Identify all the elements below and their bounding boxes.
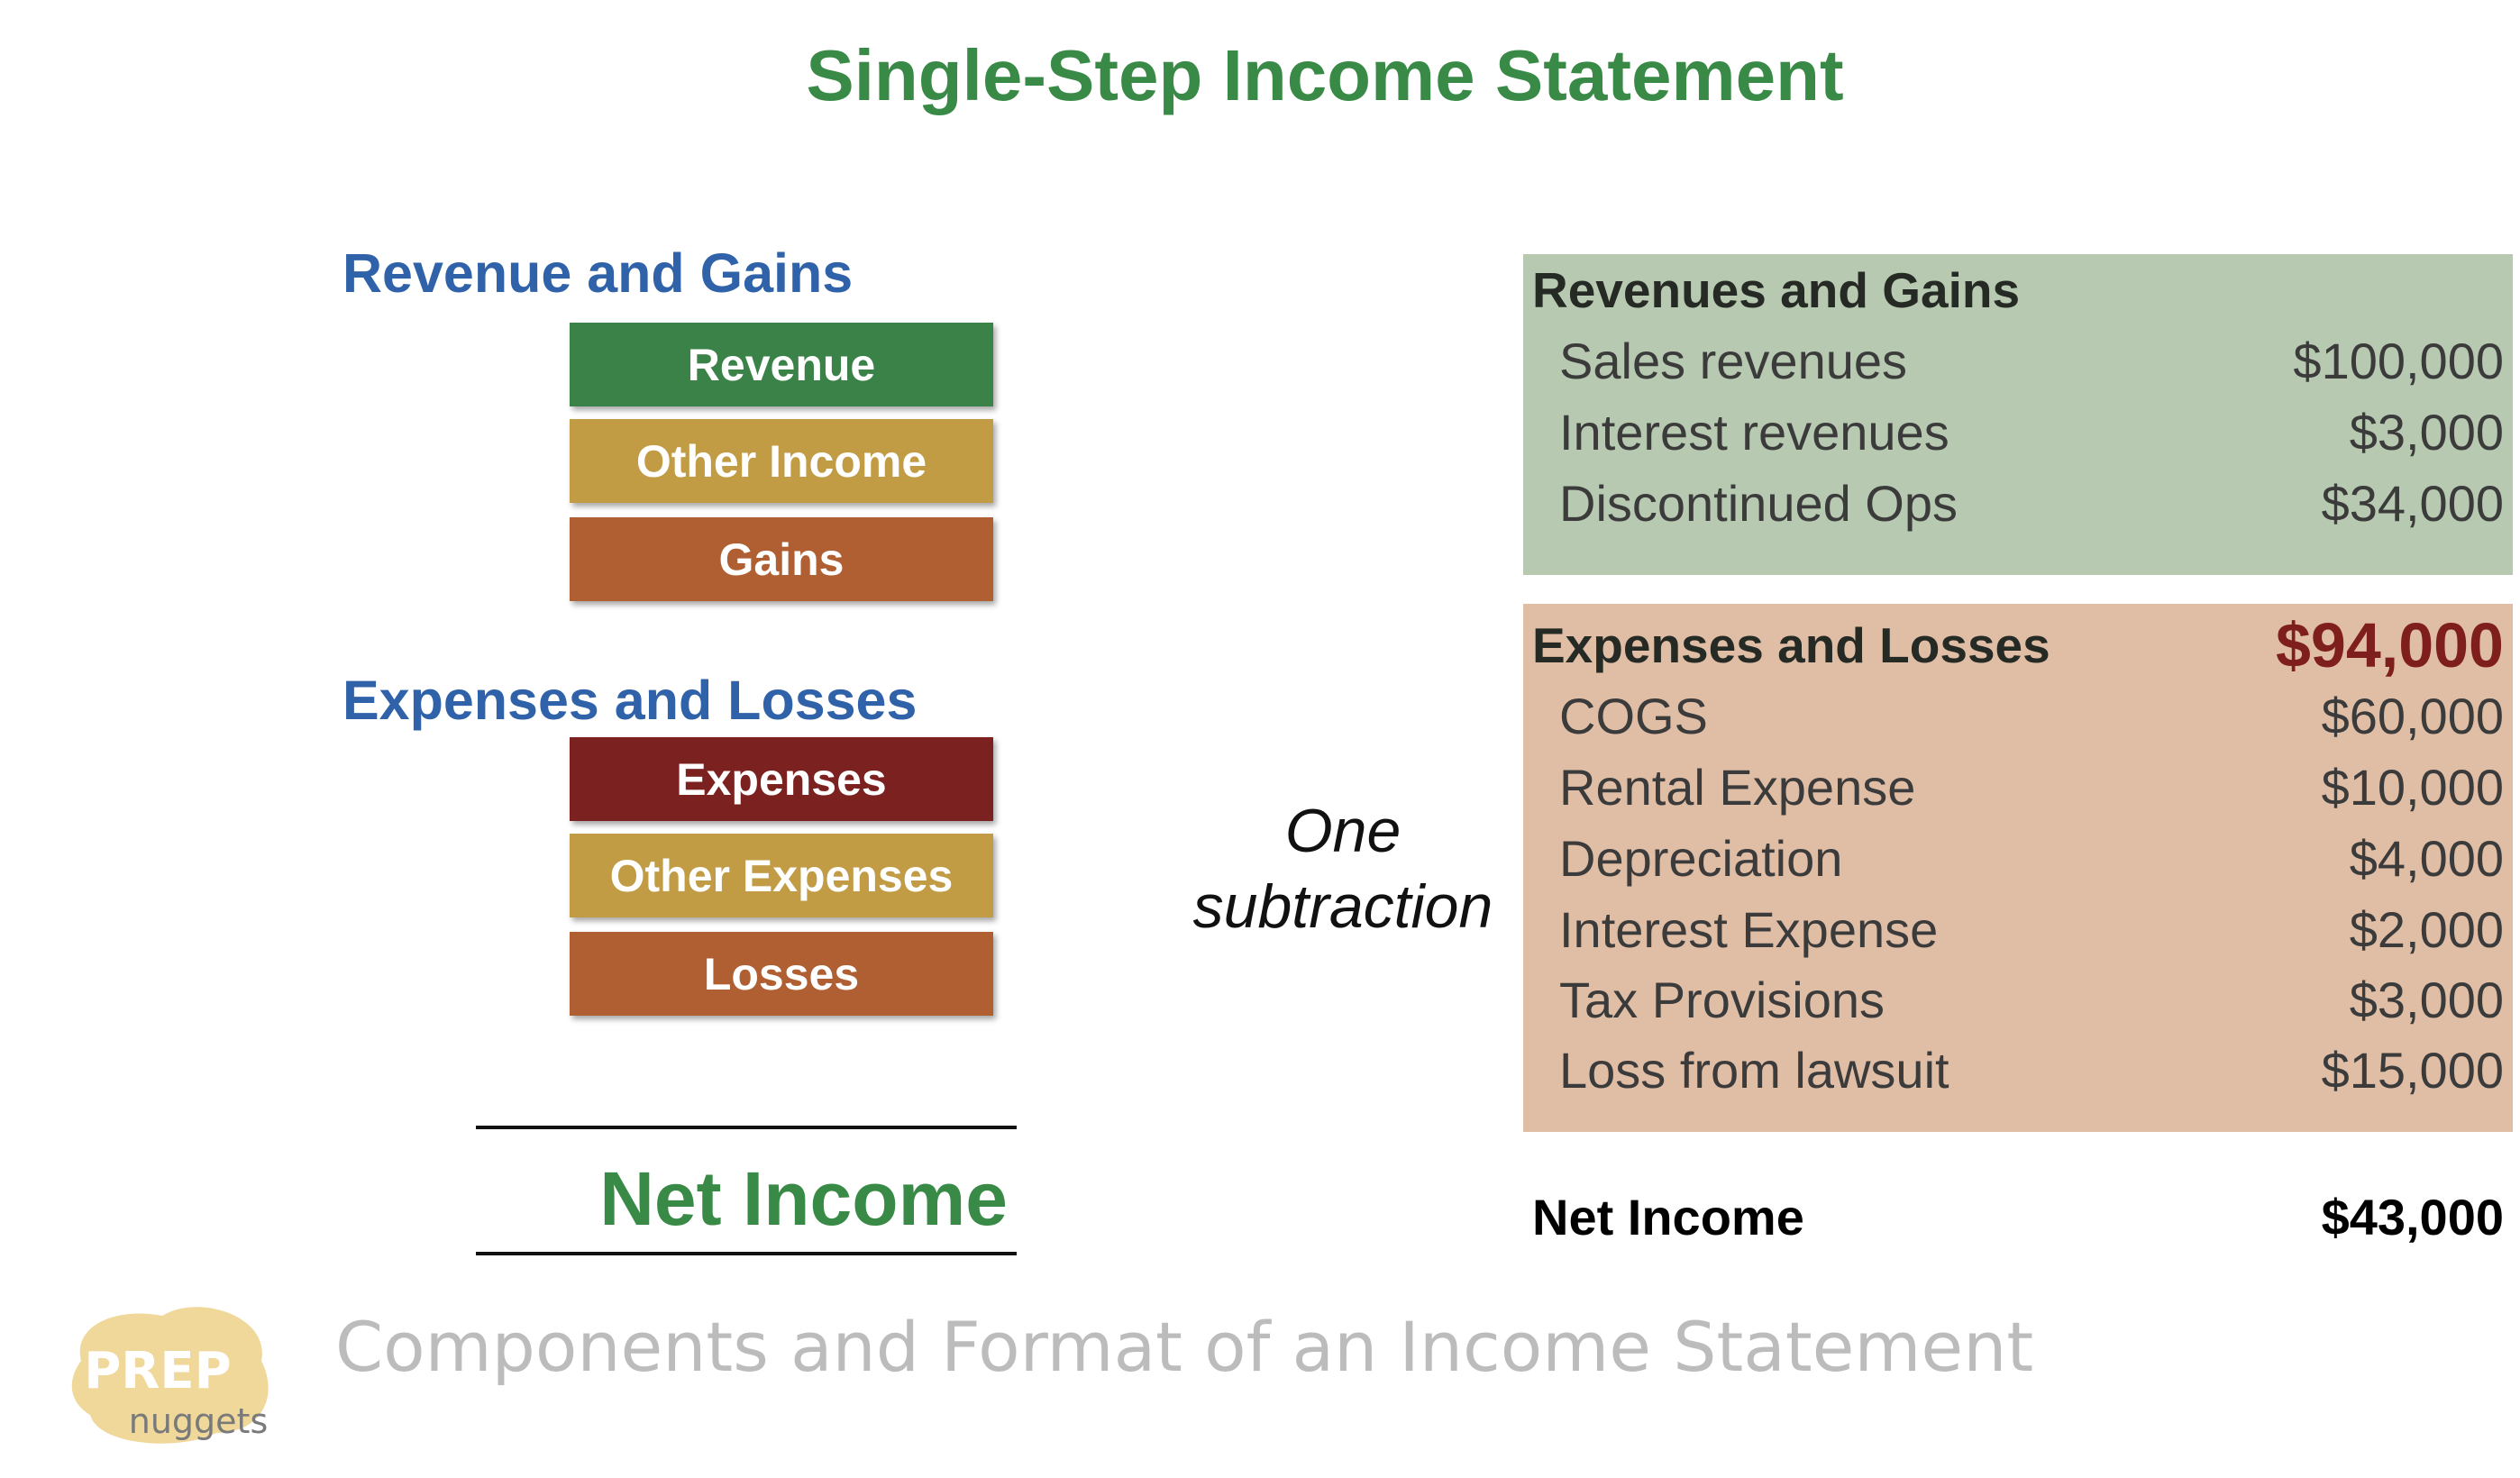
row-label: Discontinued Ops bbox=[1559, 475, 1958, 532]
statement-row: Tax Provisions $3,000 bbox=[1523, 964, 2513, 1036]
row-amount: $2,000 bbox=[2349, 901, 2504, 958]
net-income-bottom-rule bbox=[476, 1252, 1017, 1255]
row-amount: $15,000 bbox=[2321, 1042, 2504, 1099]
row-label: Interest revenues bbox=[1559, 404, 1949, 461]
row-label: Sales revenues bbox=[1559, 333, 1908, 389]
row-amount: $60,000 bbox=[2321, 688, 2504, 744]
expenses-total: $94,000 bbox=[2275, 609, 2504, 680]
expenses-heading: Expenses and Losses bbox=[1532, 616, 2050, 673]
statement-row: Interest revenues $3,000 bbox=[1523, 397, 2513, 468]
other-expenses-box: Other Expenses bbox=[570, 834, 993, 917]
expenses-panel: Expenses and Losses $94,000 COGS $60,000… bbox=[1523, 604, 2513, 1132]
row-amount: $3,000 bbox=[2349, 972, 2504, 1028]
net-income-row: Net Income $43,000 bbox=[1523, 1181, 2513, 1253]
gains-box: Gains bbox=[570, 517, 993, 601]
revenues-heading: Revenues and Gains bbox=[1532, 261, 2021, 318]
net-income-row-label: Net Income bbox=[1532, 1188, 1804, 1245]
row-label: Depreciation bbox=[1559, 830, 1843, 887]
row-label: Loss from lawsuit bbox=[1559, 1042, 1949, 1099]
footer-caption: Components and Format of an Income State… bbox=[335, 1307, 2034, 1387]
net-income-label: Net Income bbox=[599, 1156, 1008, 1241]
statement-row: Discontinued Ops $34,000 bbox=[1523, 468, 2513, 539]
revenue-gains-heading: Revenue and Gains bbox=[342, 242, 854, 304]
logo-top-text: PREP bbox=[84, 1342, 231, 1400]
row-amount: $10,000 bbox=[2321, 759, 2504, 816]
revenue-box: Revenue bbox=[570, 323, 993, 406]
net-income-top-rule bbox=[476, 1126, 1017, 1129]
row-amount: $3,000 bbox=[2349, 404, 2504, 461]
other-income-box: Other Income bbox=[570, 419, 993, 503]
revenues-heading-row: Revenues and Gains bbox=[1523, 254, 2513, 325]
statement-row: Loss from lawsuit $15,000 bbox=[1523, 1035, 2513, 1106]
net-income-row-amount: $43,000 bbox=[2321, 1188, 2504, 1245]
statement-row: Depreciation $4,000 bbox=[1523, 823, 2513, 894]
statement-row: Interest Expense $2,000 bbox=[1523, 894, 2513, 965]
logo-bottom-text: nuggets bbox=[129, 1401, 269, 1441]
one-subtraction-line-1: One bbox=[1284, 797, 1402, 865]
page-title: Single-Step Income Statement bbox=[806, 35, 1844, 115]
losses-box: Losses bbox=[570, 932, 993, 1016]
statement-row: Rental Expense $10,000 bbox=[1523, 752, 2513, 823]
revenues-panel: Revenues and Gains Sales revenues $100,0… bbox=[1523, 254, 2513, 575]
one-subtraction-note: One subtraction bbox=[1154, 793, 1532, 944]
prep-nuggets-logo: PREP nuggets bbox=[71, 1307, 269, 1444]
row-label: Interest Expense bbox=[1559, 901, 1939, 958]
row-amount: $100,000 bbox=[2293, 333, 2504, 389]
expenses-heading-row: Expenses and Losses $94,000 bbox=[1523, 609, 2513, 680]
expenses-losses-heading: Expenses and Losses bbox=[342, 670, 918, 731]
one-subtraction-line-2: subtraction bbox=[1192, 872, 1493, 941]
row-label: COGS bbox=[1559, 688, 1708, 744]
row-amount: $34,000 bbox=[2321, 475, 2504, 532]
row-amount: $4,000 bbox=[2349, 830, 2504, 887]
statement-row: Sales revenues $100,000 bbox=[1523, 325, 2513, 397]
row-label: Rental Expense bbox=[1559, 759, 1916, 816]
row-label: Tax Provisions bbox=[1559, 972, 1885, 1028]
statement-row: COGS $60,000 bbox=[1523, 680, 2513, 752]
expenses-box: Expenses bbox=[570, 737, 993, 821]
